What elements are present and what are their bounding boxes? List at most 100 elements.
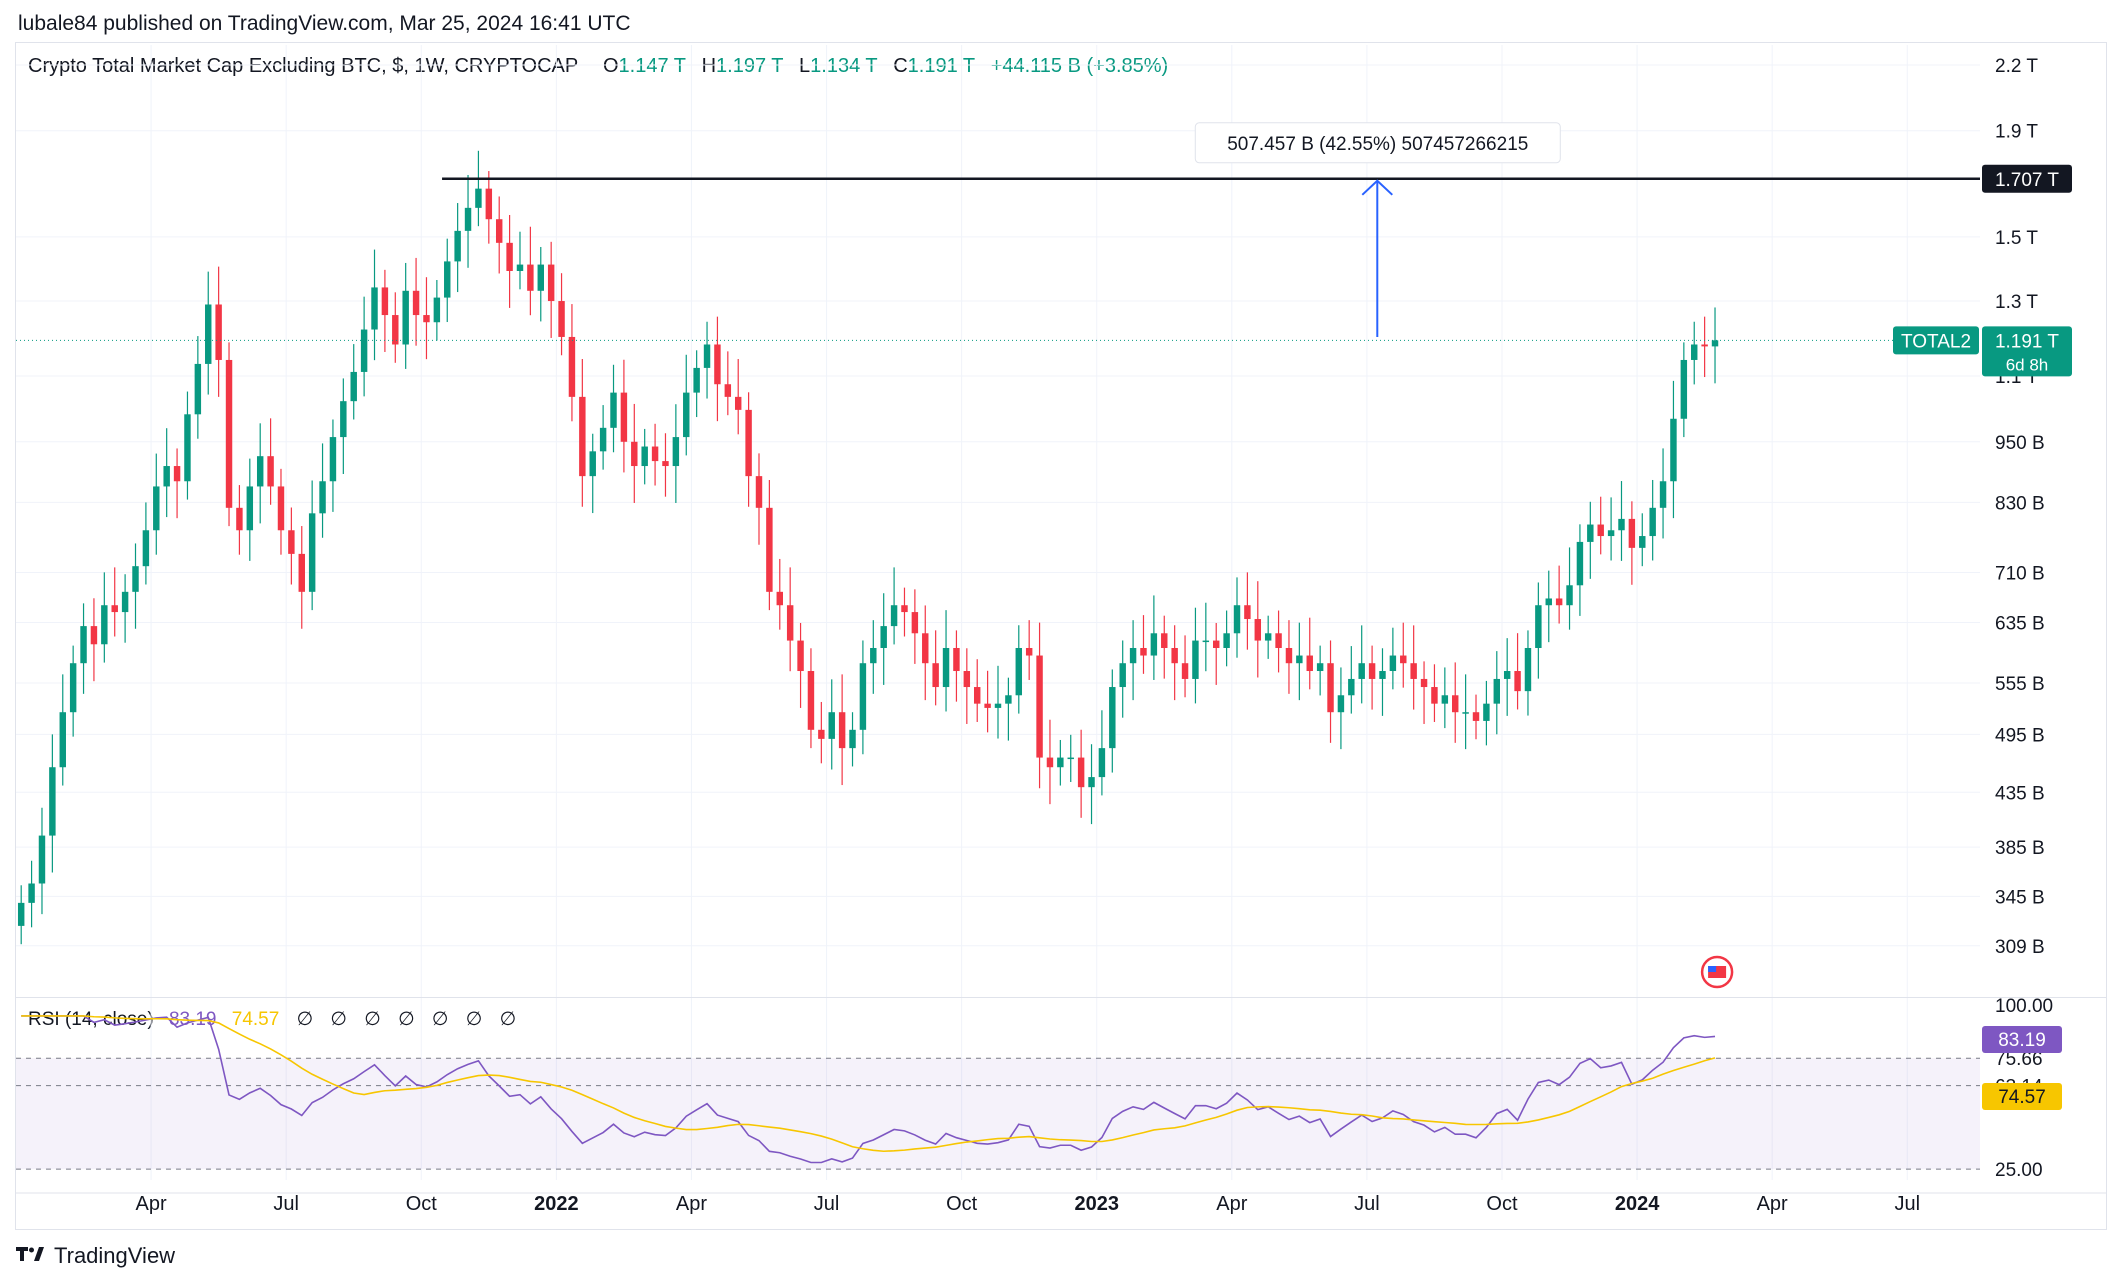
candle-body-34 [371, 287, 378, 330]
candle-body-59 [631, 441, 638, 467]
legend-open-label: O [602, 55, 619, 77]
resistance-tag-box [1982, 164, 2072, 193]
candle-body-113 [1192, 640, 1199, 679]
candle-body-19 [215, 304, 222, 360]
rsi-y-tick-label-3: 25.00 [1995, 1160, 2043, 1181]
candle-body-51 [547, 264, 555, 302]
candle-body-56 [599, 427, 607, 452]
candle-body-142 [1493, 678, 1501, 704]
candle-body-63 [672, 437, 680, 467]
publisher-line: lubale84 published on TradingView.com, M… [18, 12, 631, 35]
candle-body-49 [527, 264, 534, 291]
candle-body-7 [90, 626, 98, 645]
candle-body-100 [1057, 757, 1064, 768]
candle-body-121 [1275, 633, 1282, 648]
candle-body-151 [1587, 524, 1594, 542]
candle-body-93 [984, 703, 991, 708]
candle-body-106 [1119, 663, 1126, 688]
candle-body-117 [1233, 605, 1241, 634]
candle-body-149 [1566, 585, 1573, 606]
candle-body-66 [703, 344, 711, 368]
legend-high: 1.197 T [716, 55, 784, 77]
candle-body-41 [444, 261, 451, 298]
candle-body-94 [994, 703, 1002, 708]
x-tick-label-7: 2023 [1074, 1193, 1119, 1215]
candle-body-22 [246, 486, 254, 531]
candle-body-32 [350, 371, 357, 402]
legend-row: Crypto Total Market Cap Excluding BTC, $… [28, 55, 1178, 78]
x-tick-label-2: Oct [406, 1193, 438, 1215]
footer-brand-text: TradingView [54, 1243, 176, 1268]
x-tick-label-4: Apr [676, 1193, 707, 1215]
candle-body-5 [69, 663, 77, 713]
candle-body-122 [1285, 647, 1293, 664]
legend-title: Crypto Total Market Cap Excluding BTC, $… [28, 55, 578, 77]
candle-body-104 [1098, 748, 1106, 778]
rsi-value-tag-box [1982, 1026, 2062, 1053]
candle-body-153 [1607, 530, 1615, 537]
x-tick-label-3: 2022 [534, 1193, 579, 1215]
candle-body-139 [1462, 712, 1469, 714]
y-tick-label-13: 345 B [1995, 887, 2045, 908]
y-tick-label-14: 309 B [1995, 937, 2045, 958]
candle-body-108 [1140, 647, 1147, 656]
candle-body-99 [1046, 757, 1054, 768]
candle-body-92 [973, 687, 981, 704]
symbol-tag-label: TOTAL2 [1901, 331, 1971, 352]
candle-body-156 [1639, 536, 1646, 548]
candle-body-154 [1618, 518, 1625, 531]
candle-body-10 [121, 591, 129, 613]
candle-body-58 [620, 392, 628, 442]
x-tick-label-6: Oct [946, 1193, 978, 1215]
candle-body-60 [641, 446, 648, 467]
candle-body-78 [828, 712, 835, 739]
candle-body-62 [662, 461, 669, 467]
candle-body-55 [589, 451, 596, 477]
candle-body-112 [1181, 663, 1189, 679]
candle-body-16 [184, 414, 191, 482]
candle-body-152 [1597, 524, 1604, 537]
candle-body-61 [651, 446, 659, 462]
candle-body-12 [142, 530, 150, 567]
footer-brand[interactable]: TradingView [16, 1243, 175, 1269]
candle-body-124 [1306, 655, 1313, 672]
candle-body-85 [901, 605, 908, 613]
rsi-ma-line [21, 1015, 1716, 1153]
candle-body-21 [236, 507, 243, 531]
resistance-tag-label: 1.707 T [1995, 170, 2059, 191]
candle-body-87 [922, 633, 929, 664]
y-tick-label-5: 950 B [1995, 433, 2045, 454]
candle-body-140 [1472, 712, 1480, 721]
candle-body-135 [1420, 678, 1428, 688]
candle-body-118 [1244, 605, 1251, 620]
candle-body-14 [163, 466, 170, 487]
candle-body-116 [1223, 633, 1230, 648]
candle-body-64 [683, 392, 690, 438]
candle-body-126 [1327, 663, 1334, 713]
candle-body-67 [714, 344, 721, 385]
candle-body-70 [745, 409, 752, 477]
candle-body-158 [1659, 481, 1667, 508]
measure-label-box [1194, 122, 1561, 164]
candle-body-23 [256, 456, 264, 487]
candle-body-125 [1316, 663, 1324, 672]
candle-body-42 [454, 230, 461, 262]
candle-body-161 [1691, 344, 1698, 360]
rsi-y-tick-label-1: 75.66 [1995, 1049, 2043, 1070]
candle-body-37 [402, 290, 409, 345]
candle-body-159 [1670, 418, 1677, 482]
candle-body-141 [1483, 703, 1490, 721]
candle-body-57 [610, 392, 617, 428]
candle-body-46 [495, 219, 503, 243]
candle-body-39 [423, 315, 430, 323]
y-tick-label-10: 495 B [1995, 725, 2045, 746]
candle-body-111 [1171, 647, 1178, 664]
candle-body-155 [1628, 518, 1636, 548]
candle-body-148 [1555, 598, 1563, 606]
candle-body-24 [267, 456, 274, 487]
candle-body-38 [412, 290, 420, 316]
candle-body-1 [28, 883, 35, 903]
candle-body-76 [807, 671, 815, 730]
candle-body-107 [1129, 647, 1137, 664]
